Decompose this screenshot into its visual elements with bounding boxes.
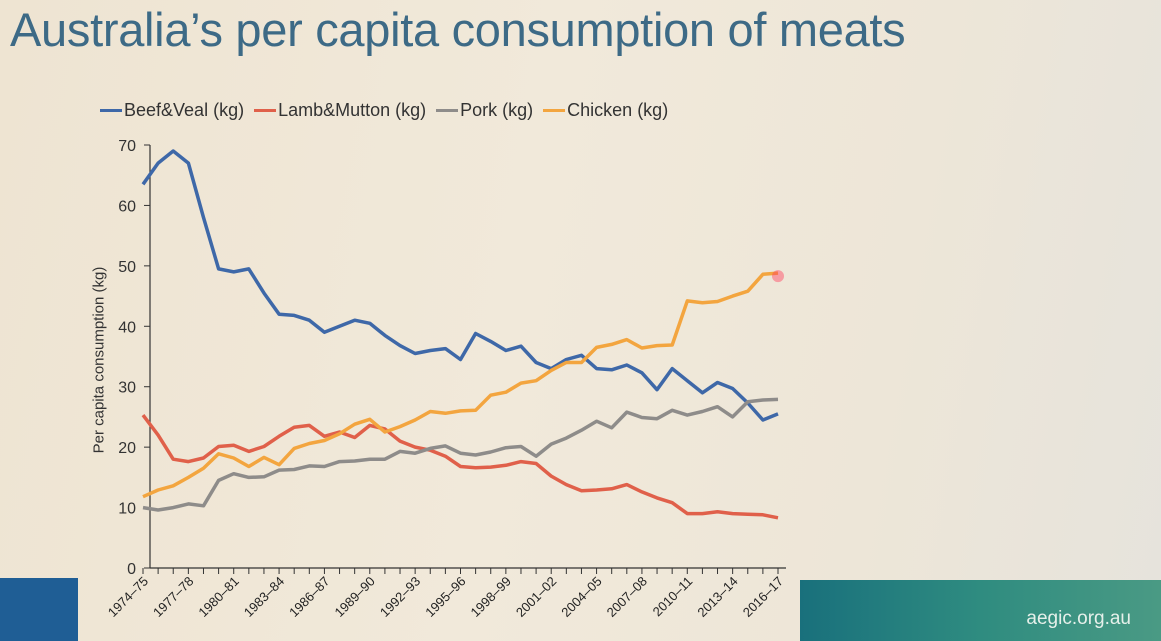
x-tick-label: 2007–08	[604, 574, 650, 620]
series-line-pork	[142, 397, 779, 512]
legend-swatch	[100, 109, 122, 112]
y-tick-label: 50	[118, 259, 136, 276]
x-tick-label: 1992–93	[377, 574, 423, 620]
y-tick-label: 10	[118, 501, 136, 518]
legend-label: Chicken (kg)	[567, 100, 669, 120]
chart-legend: Beef&Veal (kg) Lamb&Mutton (kg) Pork (kg) C…	[100, 100, 668, 121]
y-tick-label: 40	[118, 319, 136, 336]
slide-title: Australia’s per capita consumption of me…	[10, 3, 906, 56]
y-tick-label: 20	[118, 440, 136, 457]
x-tick-label: 2010–11	[650, 574, 696, 620]
legend-item: Pork (kg)	[436, 100, 533, 121]
legend-item: Chicken (kg)	[543, 100, 668, 121]
y-tick-label: 70	[118, 138, 136, 155]
x-tick-label: 2016–17	[740, 574, 786, 620]
website-label: aegic.org.au	[1026, 608, 1131, 629]
x-tick-label: 1974–75	[105, 574, 151, 620]
y-tick-label: 30	[118, 380, 136, 397]
legend-label: Beef&Veal (kg)	[124, 100, 245, 120]
laser-pointer-dot	[772, 270, 784, 283]
footer-band-right	[800, 580, 1161, 641]
x-tick-label: 2001–02	[513, 574, 559, 620]
x-tick-label: 1986–87	[286, 574, 332, 620]
x-tick-label: 1983–84	[241, 574, 287, 620]
legend-item: Lamb&Mutton (kg)	[254, 100, 426, 121]
x-tick-label: 1998–99	[468, 574, 514, 620]
legend-label: Lamb&Mutton (kg)	[278, 100, 427, 120]
x-tick-label: 1989–90	[332, 574, 378, 620]
footer-band-left	[0, 578, 78, 641]
x-tick-label: 2013–14	[694, 574, 740, 620]
legend-label: Pork (kg)	[460, 100, 534, 120]
legend-swatch	[436, 109, 459, 112]
legend-swatch	[543, 109, 566, 112]
x-tick-label: 2004–05	[558, 574, 604, 620]
y-tick-label: 60	[118, 198, 136, 215]
x-tick-label: 1980–81	[195, 574, 241, 620]
legend-item: Beef&Veal (kg)	[100, 100, 244, 121]
y-tick-label: 0	[127, 561, 136, 578]
legend-swatch	[254, 109, 277, 112]
x-tick-label: 1995–96	[422, 574, 468, 620]
series-line-chicken	[142, 271, 779, 499]
x-tick-label: 1977–78	[150, 574, 196, 620]
series-line-beef-veal	[141, 149, 779, 422]
